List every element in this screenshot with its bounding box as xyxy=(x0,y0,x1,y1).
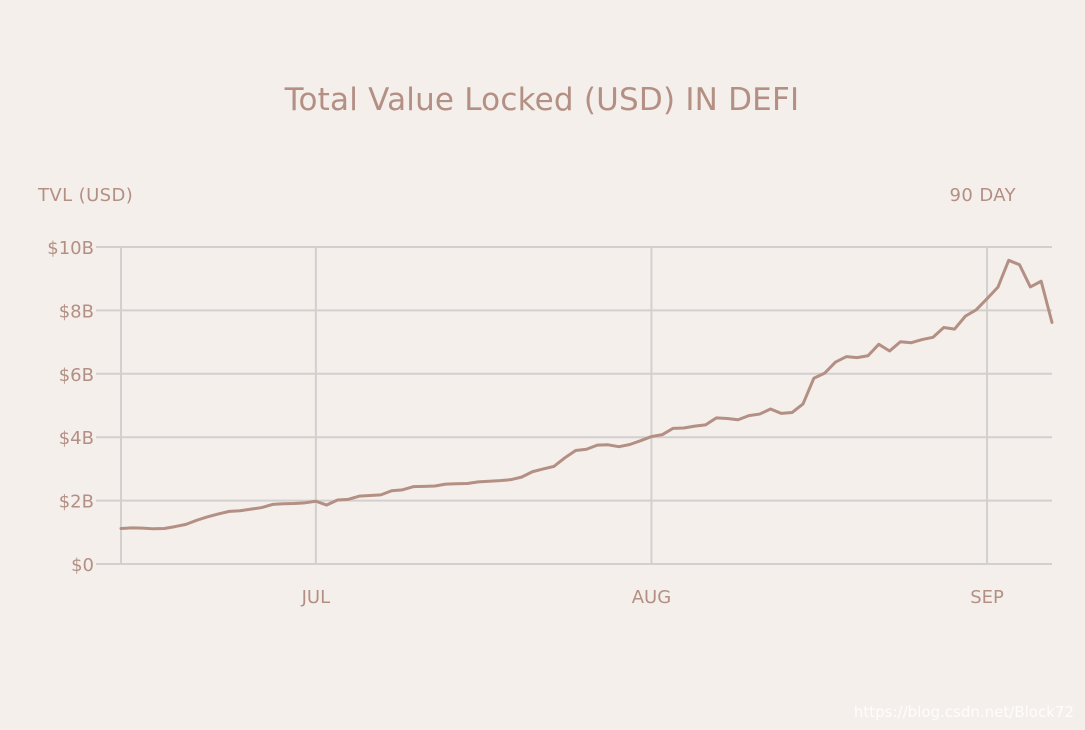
grid-layer xyxy=(96,246,1052,564)
tick-layer: $0 $2B $4B $6B $8B $10B JUL AUG SEP xyxy=(47,238,1004,608)
watermark-text: https://blog.csdn.net/Block72 xyxy=(854,703,1074,721)
y-tick-label: $2B xyxy=(59,492,94,513)
x-tick-label: SEP xyxy=(970,587,1004,608)
y-tick-label: $10B xyxy=(47,238,94,259)
y-tick-label: $0 xyxy=(71,555,94,576)
tvl-series-line xyxy=(119,258,1054,531)
x-tick-label: AUG xyxy=(632,587,671,608)
y-tick-label: $4B xyxy=(59,428,94,449)
time-range-label: 90 DAY xyxy=(950,185,1017,206)
axis-layer xyxy=(96,247,1052,565)
series-layer xyxy=(119,258,1054,531)
y-axis-label: TVL (USD) xyxy=(37,185,133,206)
chart-title: Total Value Locked (USD) IN DEFI xyxy=(284,82,800,118)
y-tick-label: $8B xyxy=(59,301,94,322)
y-tick-label: $6B xyxy=(59,365,94,386)
x-tick-label: JUL xyxy=(301,587,331,608)
